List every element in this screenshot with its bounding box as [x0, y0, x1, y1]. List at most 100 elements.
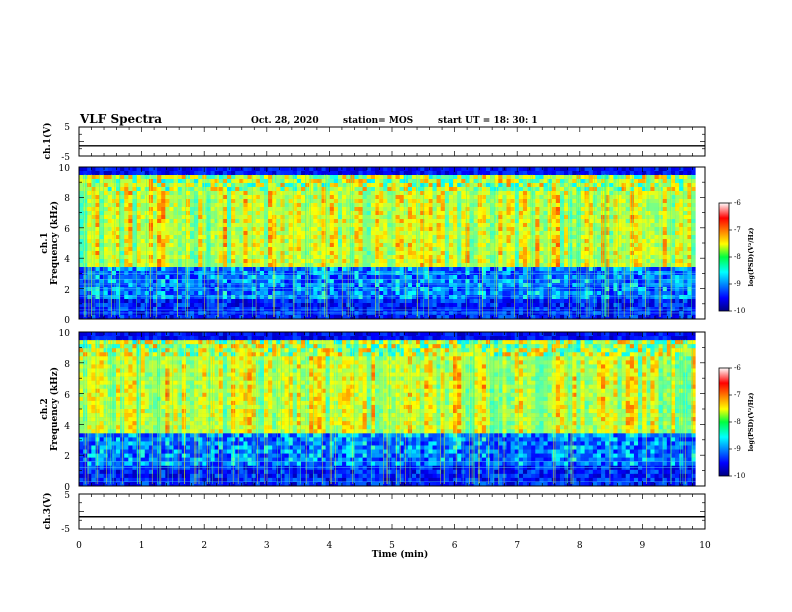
- spectrogram-cell: [559, 243, 565, 248]
- spectrogram-cell: [206, 199, 211, 204]
- spectrogram-cell: [214, 211, 220, 216]
- spectrogram-cell: [300, 243, 306, 248]
- spectrogram-cell: [144, 239, 150, 244]
- spectrogram-cell: [329, 259, 335, 264]
- spectrogram-cell: [198, 315, 203, 320]
- spectrogram-cell: [522, 307, 528, 312]
- spectrogram-cell: [370, 247, 376, 252]
- spectrogram-cell: [424, 179, 429, 184]
- spectrogram-cell: [469, 235, 474, 240]
- spectrogram-cell: [333, 259, 339, 264]
- spectrogram-cell: [226, 231, 232, 236]
- spectrogram-cell: [601, 247, 606, 252]
- spectrogram-cell: [481, 295, 487, 300]
- spectrogram-cell: [469, 275, 474, 280]
- spectrogram-cell: [263, 267, 269, 272]
- spectrogram-cell: [436, 275, 442, 280]
- spectrogram-cell: [115, 303, 121, 308]
- spectrogram-cell: [222, 287, 228, 292]
- spectrogram-cell: [420, 255, 425, 260]
- spectrogram-cell: [99, 307, 104, 312]
- spectrogram-cell: [103, 171, 109, 176]
- spectrogram-cell: [309, 175, 314, 180]
- spectrogram-cell: [136, 239, 141, 244]
- spectrogram-cell: [564, 287, 569, 292]
- spectrogram-cell: [461, 175, 466, 180]
- spectrogram-cell: [564, 227, 569, 232]
- spectrogram-cell: [358, 243, 363, 248]
- spectrogram-cell: [185, 199, 191, 204]
- spectrogram-cell: [115, 219, 121, 224]
- spectrogram-cell: [391, 255, 396, 260]
- spectrogram-cell: [189, 179, 195, 184]
- spectrogram-cell: [494, 167, 499, 172]
- spectrogram-cell: [140, 167, 146, 172]
- spectrogram-cell: [481, 195, 487, 200]
- spectrogram-cell: [342, 295, 347, 300]
- spectrogram-cell: [465, 239, 470, 244]
- spectrogram-cell: [601, 171, 606, 176]
- spectrogram-cell: [132, 235, 137, 240]
- spectrogram-cell: [564, 187, 569, 192]
- spectrogram-cell: [547, 199, 553, 204]
- spectrogram-cell: [596, 315, 602, 320]
- spectrogram-cell: [214, 283, 220, 288]
- spectrogram-cell: [416, 243, 421, 248]
- spectrogram-cell: [411, 171, 417, 176]
- spectrogram-cell: [309, 215, 314, 220]
- spectrogram-cell: [300, 175, 306, 180]
- spectrogram-cell: [165, 171, 170, 176]
- spectrogram-cell: [313, 235, 318, 240]
- spectrogram-cell: [531, 167, 536, 172]
- spectrogram-cell: [300, 307, 306, 312]
- spectrogram-cell: [157, 227, 162, 232]
- spectrogram-cell: [292, 279, 298, 284]
- spectrogram-cell: [387, 179, 392, 184]
- spectrogram-cell: [251, 227, 257, 232]
- spectrogram-cell: [259, 247, 265, 252]
- spectrogram-cell: [136, 223, 141, 228]
- spectrogram-cell: [551, 243, 557, 248]
- spectrogram-cell: [465, 195, 470, 200]
- spectrogram-cell: [416, 187, 421, 192]
- spectrogram-cell: [173, 283, 178, 288]
- spectrogram-cell: [580, 219, 585, 224]
- spectrogram-cell: [564, 215, 569, 220]
- spectrogram-cell: [325, 179, 331, 184]
- spectrogram-cell: [288, 183, 294, 188]
- spectrogram-cell: [465, 243, 470, 248]
- spectrogram-cell: [268, 195, 273, 200]
- spectrogram-cell: [399, 203, 405, 208]
- spectrogram-cell: [387, 215, 392, 220]
- spectrogram-cell: [601, 215, 606, 220]
- spectrogram-cell: [568, 223, 573, 228]
- spectrogram-cell: [362, 299, 368, 304]
- spectrogram-cell: [333, 167, 339, 172]
- spectrogram-cell: [177, 283, 183, 288]
- spectrogram-cell: [416, 315, 421, 320]
- spectrogram-cell: [309, 219, 314, 224]
- spectrogram-cell: [292, 219, 298, 224]
- spectrogram-cell: [189, 199, 195, 204]
- spectrogram-cell: [333, 275, 339, 280]
- spectrogram-cell: [527, 167, 532, 172]
- spectrogram-cell: [522, 199, 528, 204]
- spectrogram-cell: [407, 227, 413, 232]
- spectrogram-cell: [300, 275, 306, 280]
- spectrogram-cell: [461, 211, 466, 216]
- spectrogram-cell: [259, 223, 265, 228]
- spectrogram-cell: [354, 295, 359, 300]
- spectrogram-cell: [111, 191, 117, 196]
- spectrogram-cell: [465, 303, 470, 308]
- spectrogram-cell: [99, 239, 104, 244]
- spectrogram-cell: [395, 231, 400, 236]
- spectrogram-cell: [354, 255, 359, 260]
- spectrogram-cell: [247, 223, 252, 228]
- spectrogram-cell: [436, 263, 442, 268]
- spectrogram-cell: [551, 211, 557, 216]
- spectrogram-cell: [543, 227, 548, 232]
- spectrogram-cell: [181, 211, 187, 216]
- spectrogram-cell: [407, 315, 413, 320]
- spectrogram-cell: [490, 171, 495, 176]
- spectrogram-cell: [329, 299, 335, 304]
